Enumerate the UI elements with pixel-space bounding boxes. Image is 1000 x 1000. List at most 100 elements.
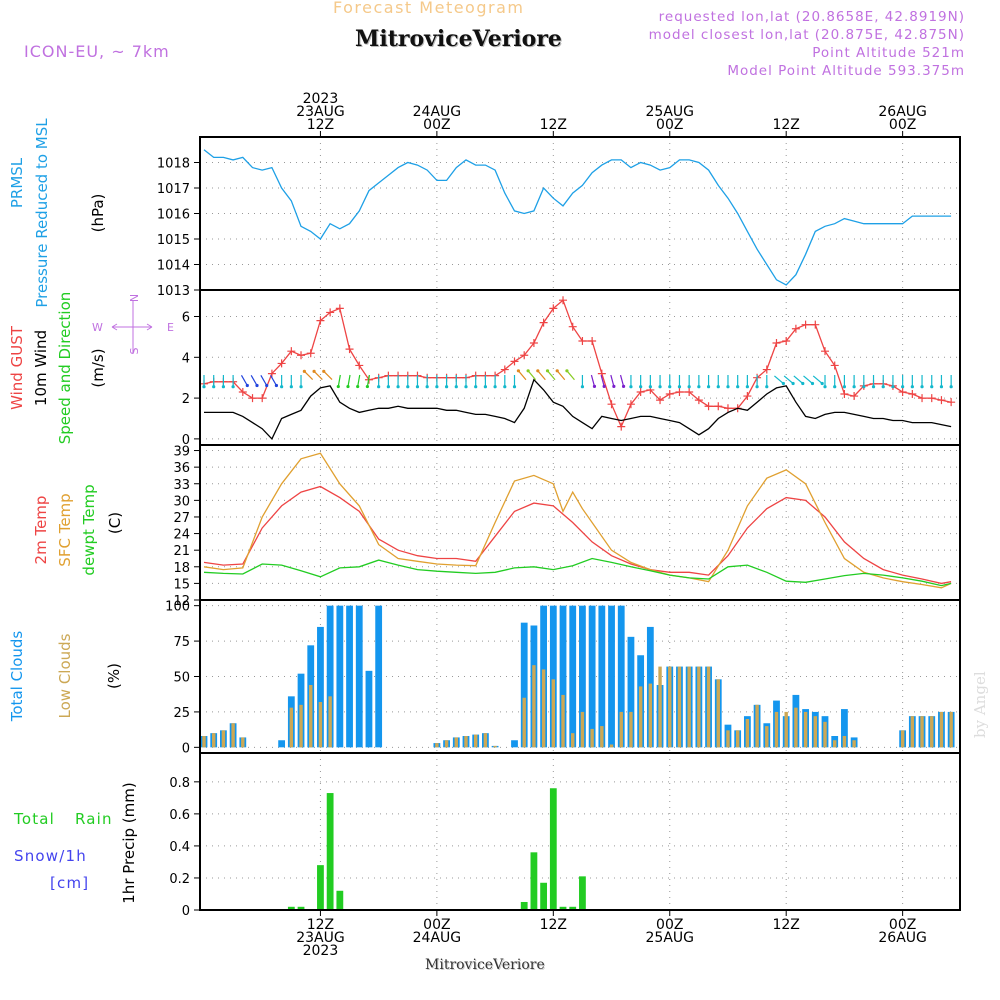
- wind-arrow-head: [648, 385, 652, 389]
- y-tick-label: 24: [173, 528, 190, 543]
- bottom-time-label: 24AUG: [413, 930, 462, 946]
- data-bar: [668, 666, 672, 748]
- data-bar: [326, 605, 334, 748]
- wind-arrow: [793, 375, 804, 384]
- data-bar: [794, 707, 798, 748]
- data-bar: [473, 734, 478, 748]
- compass-arrows: [111, 300, 153, 354]
- y-tick-label: 6: [182, 311, 190, 326]
- wind-arrow-head: [503, 385, 507, 389]
- wind-arrow-head: [765, 385, 769, 389]
- wind-arrow-head: [687, 385, 691, 389]
- wind-arrow-head: [231, 385, 235, 389]
- wind-arrow-head: [820, 381, 824, 386]
- data-bar: [590, 728, 594, 748]
- gust-marker: [685, 387, 694, 396]
- data-bar: [813, 716, 818, 748]
- data-bar: [520, 901, 528, 910]
- wind-arrow: [803, 375, 813, 384]
- wind-arrow-head: [377, 385, 381, 389]
- gust-marker: [568, 322, 577, 331]
- data-bar: [619, 711, 623, 748]
- data-bar: [569, 605, 577, 748]
- wind-arrow-head: [939, 385, 944, 389]
- gust-marker: [238, 387, 247, 396]
- wind-arrow-head: [612, 384, 616, 388]
- wind-arrow-head: [706, 385, 711, 389]
- wind-arrow: [347, 374, 351, 387]
- data-bar: [289, 707, 294, 748]
- wind-arrow-head: [493, 385, 497, 389]
- wind-arrow-head: [801, 381, 805, 386]
- gust-marker: [772, 339, 781, 348]
- data-bar: [532, 665, 536, 748]
- gust-marker: [520, 351, 529, 360]
- data-bar: [735, 730, 740, 748]
- gust-marker: [704, 402, 713, 411]
- wind-arrow-head: [555, 369, 559, 373]
- watermark: by Angel: [971, 671, 989, 738]
- wind-arrow-head: [435, 385, 439, 389]
- gust-marker: [714, 402, 723, 411]
- wind-arrow-head: [365, 384, 369, 389]
- gust-marker: [743, 392, 752, 401]
- data-bar: [745, 719, 750, 748]
- location-title: MitroviceVeriore: [355, 26, 562, 52]
- data-bar: [221, 730, 226, 748]
- top-time-label: 25AUG: [646, 104, 695, 120]
- y-tick-label: 1015: [157, 233, 190, 248]
- point-altitude: Point Altitude 521m: [812, 45, 965, 61]
- data-bar: [318, 702, 323, 748]
- data-bar: [687, 666, 691, 748]
- model-point-altitude: Model Point Altitude 593.375m: [727, 63, 965, 79]
- y-tick-label: 27: [173, 511, 190, 526]
- wind-arrow-head: [299, 385, 303, 389]
- data-bar: [549, 788, 557, 910]
- wind-arrow-head: [930, 385, 934, 389]
- panel-frame: [199, 444, 961, 601]
- compass-west: W: [92, 321, 103, 334]
- data-bar: [522, 697, 526, 748]
- wind-arrow-head: [891, 385, 895, 389]
- compass-east: E: [167, 321, 174, 334]
- total-rain-label: Total Rain: [13, 810, 113, 828]
- wind-arrow: [323, 370, 333, 381]
- y-tick-label: 12: [173, 594, 190, 609]
- y-tick-label: 1017: [157, 182, 190, 197]
- wind-arrow-head: [415, 385, 420, 389]
- wind-arrow-head: [280, 385, 284, 389]
- bottom-time-label: 25AUG: [646, 930, 695, 946]
- wind-arrow-head: [781, 381, 785, 386]
- wind-arrow-head: [289, 385, 293, 389]
- gust-marker: [316, 316, 325, 325]
- data-bar: [511, 740, 518, 748]
- gust-marker: [539, 318, 548, 327]
- data-bar: [336, 890, 344, 910]
- wind-arrow-head: [949, 385, 953, 389]
- wind-arrow: [566, 370, 575, 381]
- wind-arrow-head: [621, 384, 626, 388]
- closest-coordinates: model closest lon,lat (20.875E, 42.875N): [648, 27, 965, 43]
- data-bar: [569, 906, 577, 910]
- wind-arrow-head: [592, 384, 597, 388]
- model-label: ICON-EU, ~ 7km: [24, 42, 170, 61]
- data-bar: [483, 733, 488, 748]
- wind-arrow-head: [202, 385, 206, 389]
- data-bar: [317, 626, 324, 748]
- data-bar: [716, 679, 720, 748]
- wind-arrow-head: [901, 385, 905, 389]
- data-bar: [375, 605, 383, 748]
- data-bar: [540, 882, 548, 910]
- wind-arrow-head: [791, 381, 795, 386]
- wind-arrow-head: [545, 369, 550, 373]
- top-time-label: 00Z: [889, 117, 916, 133]
- data-bar: [454, 737, 458, 748]
- compass-north: N: [128, 294, 141, 302]
- data-bar: [755, 704, 759, 748]
- data-bar: [629, 711, 633, 748]
- wind-arrow-head: [356, 384, 360, 389]
- wind-arrow-head: [221, 385, 226, 389]
- wind-arrow: [774, 375, 784, 384]
- wind-arrow-head: [512, 385, 517, 389]
